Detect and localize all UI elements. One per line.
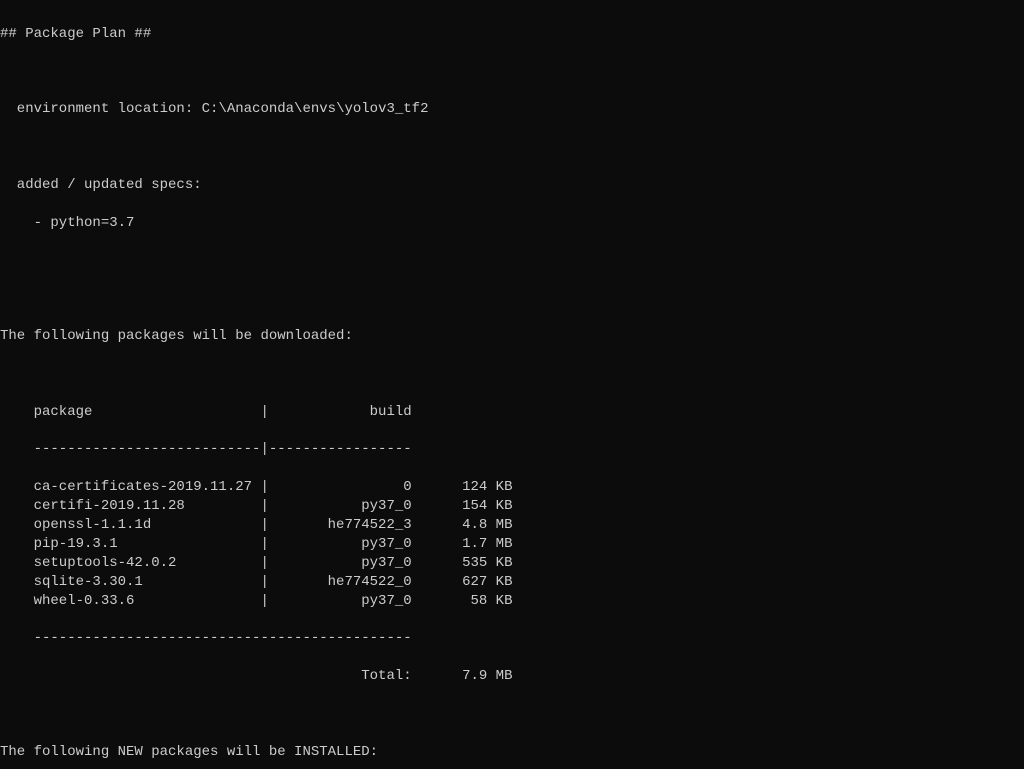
blank-line xyxy=(0,138,1024,157)
download-table-rule: ---------------------------|------------… xyxy=(0,440,1024,459)
blank-line xyxy=(0,289,1024,308)
download-table-row: wheel-0.33.6 | py37_0 58 KB xyxy=(0,592,1024,611)
download-table-row: setuptools-42.0.2 | py37_0 535 KB xyxy=(0,554,1024,573)
install-intro: The following NEW packages will be INSTA… xyxy=(0,743,1024,762)
download-intro: The following packages will be downloade… xyxy=(0,327,1024,346)
download-table-rule: ----------------------------------------… xyxy=(0,629,1024,648)
env-location-label: environment location: xyxy=(0,101,202,117)
download-table-header: package | build xyxy=(0,403,1024,422)
download-total-line: Total: 7.9 MB xyxy=(0,667,1024,686)
blank-line xyxy=(0,365,1024,384)
env-location-path: C:\Anaconda\envs\yolov3_tf2 xyxy=(202,101,429,117)
blank-line xyxy=(0,252,1024,271)
download-table-row: openssl-1.1.1d | he774522_3 4.8 MB xyxy=(0,516,1024,535)
blank-line xyxy=(0,705,1024,724)
specs-label: added / updated specs: xyxy=(0,176,1024,195)
terminal-output: ## Package Plan ## environment location:… xyxy=(0,0,1024,769)
env-location-line: environment location: C:\Anaconda\envs\y… xyxy=(0,100,1024,119)
download-table-row: sqlite-3.30.1 | he774522_0 627 KB xyxy=(0,573,1024,592)
download-table-row: pip-19.3.1 | py37_0 1.7 MB xyxy=(0,535,1024,554)
download-table-row: ca-certificates-2019.11.27 | 0 124 KB xyxy=(0,478,1024,497)
plan-title: ## Package Plan ## xyxy=(0,25,1024,44)
blank-line xyxy=(0,63,1024,82)
download-table-row: certifi-2019.11.28 | py37_0 154 KB xyxy=(0,497,1024,516)
specs-item: - python=3.7 xyxy=(0,214,1024,233)
